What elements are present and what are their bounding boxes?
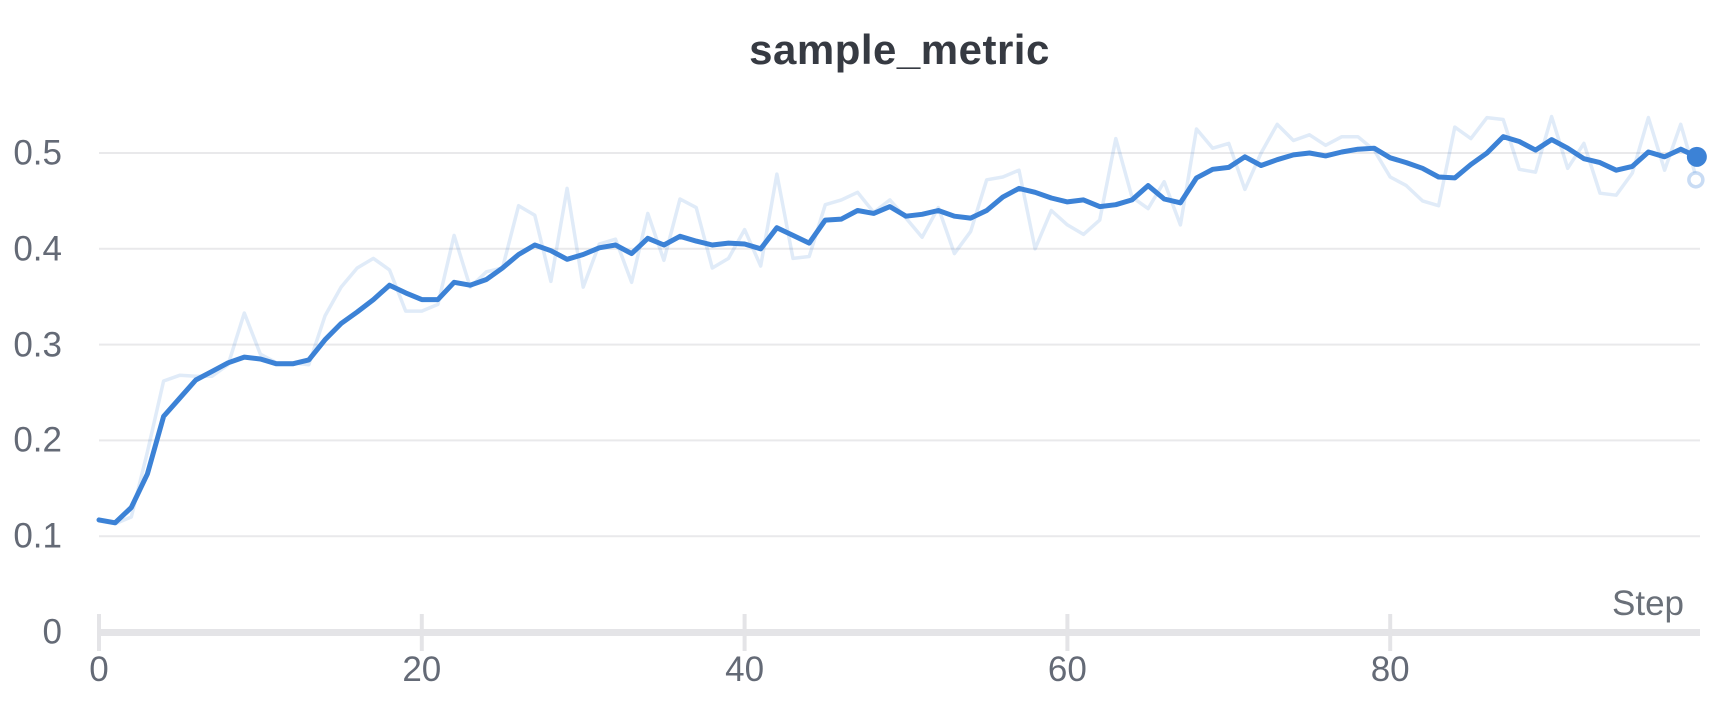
raw-endpoint-ring <box>1687 171 1705 189</box>
x-tick-mark <box>1388 614 1393 651</box>
x-tick-label: 80 <box>1370 650 1410 689</box>
y-tick-label: 0.2 <box>13 420 62 460</box>
y-tick-label: 0.3 <box>13 325 62 365</box>
x-tick-mark <box>1065 614 1070 651</box>
x-tick-mark <box>742 614 747 651</box>
x-tick-mark <box>419 614 424 651</box>
y-tick-label: 0.4 <box>13 229 62 269</box>
x-axis-label: Step <box>1612 584 1684 623</box>
x-tick-label: 40 <box>725 650 765 689</box>
y-tick-label: 0 <box>42 612 62 652</box>
x-tick-label: 0 <box>89 650 109 689</box>
smoothed-endpoint-dot <box>1686 146 1707 167</box>
x-tick-mark <box>97 614 101 651</box>
smoothed-line <box>96 134 1700 526</box>
chart-title: sample_metric <box>749 26 1050 73</box>
y-tick-label: 0.1 <box>13 516 62 556</box>
x-tick-label: 20 <box>402 650 442 689</box>
y-tick-label: 0.5 <box>13 133 62 173</box>
x-tick-label: 60 <box>1047 650 1087 689</box>
x-axis-line <box>97 629 1700 636</box>
